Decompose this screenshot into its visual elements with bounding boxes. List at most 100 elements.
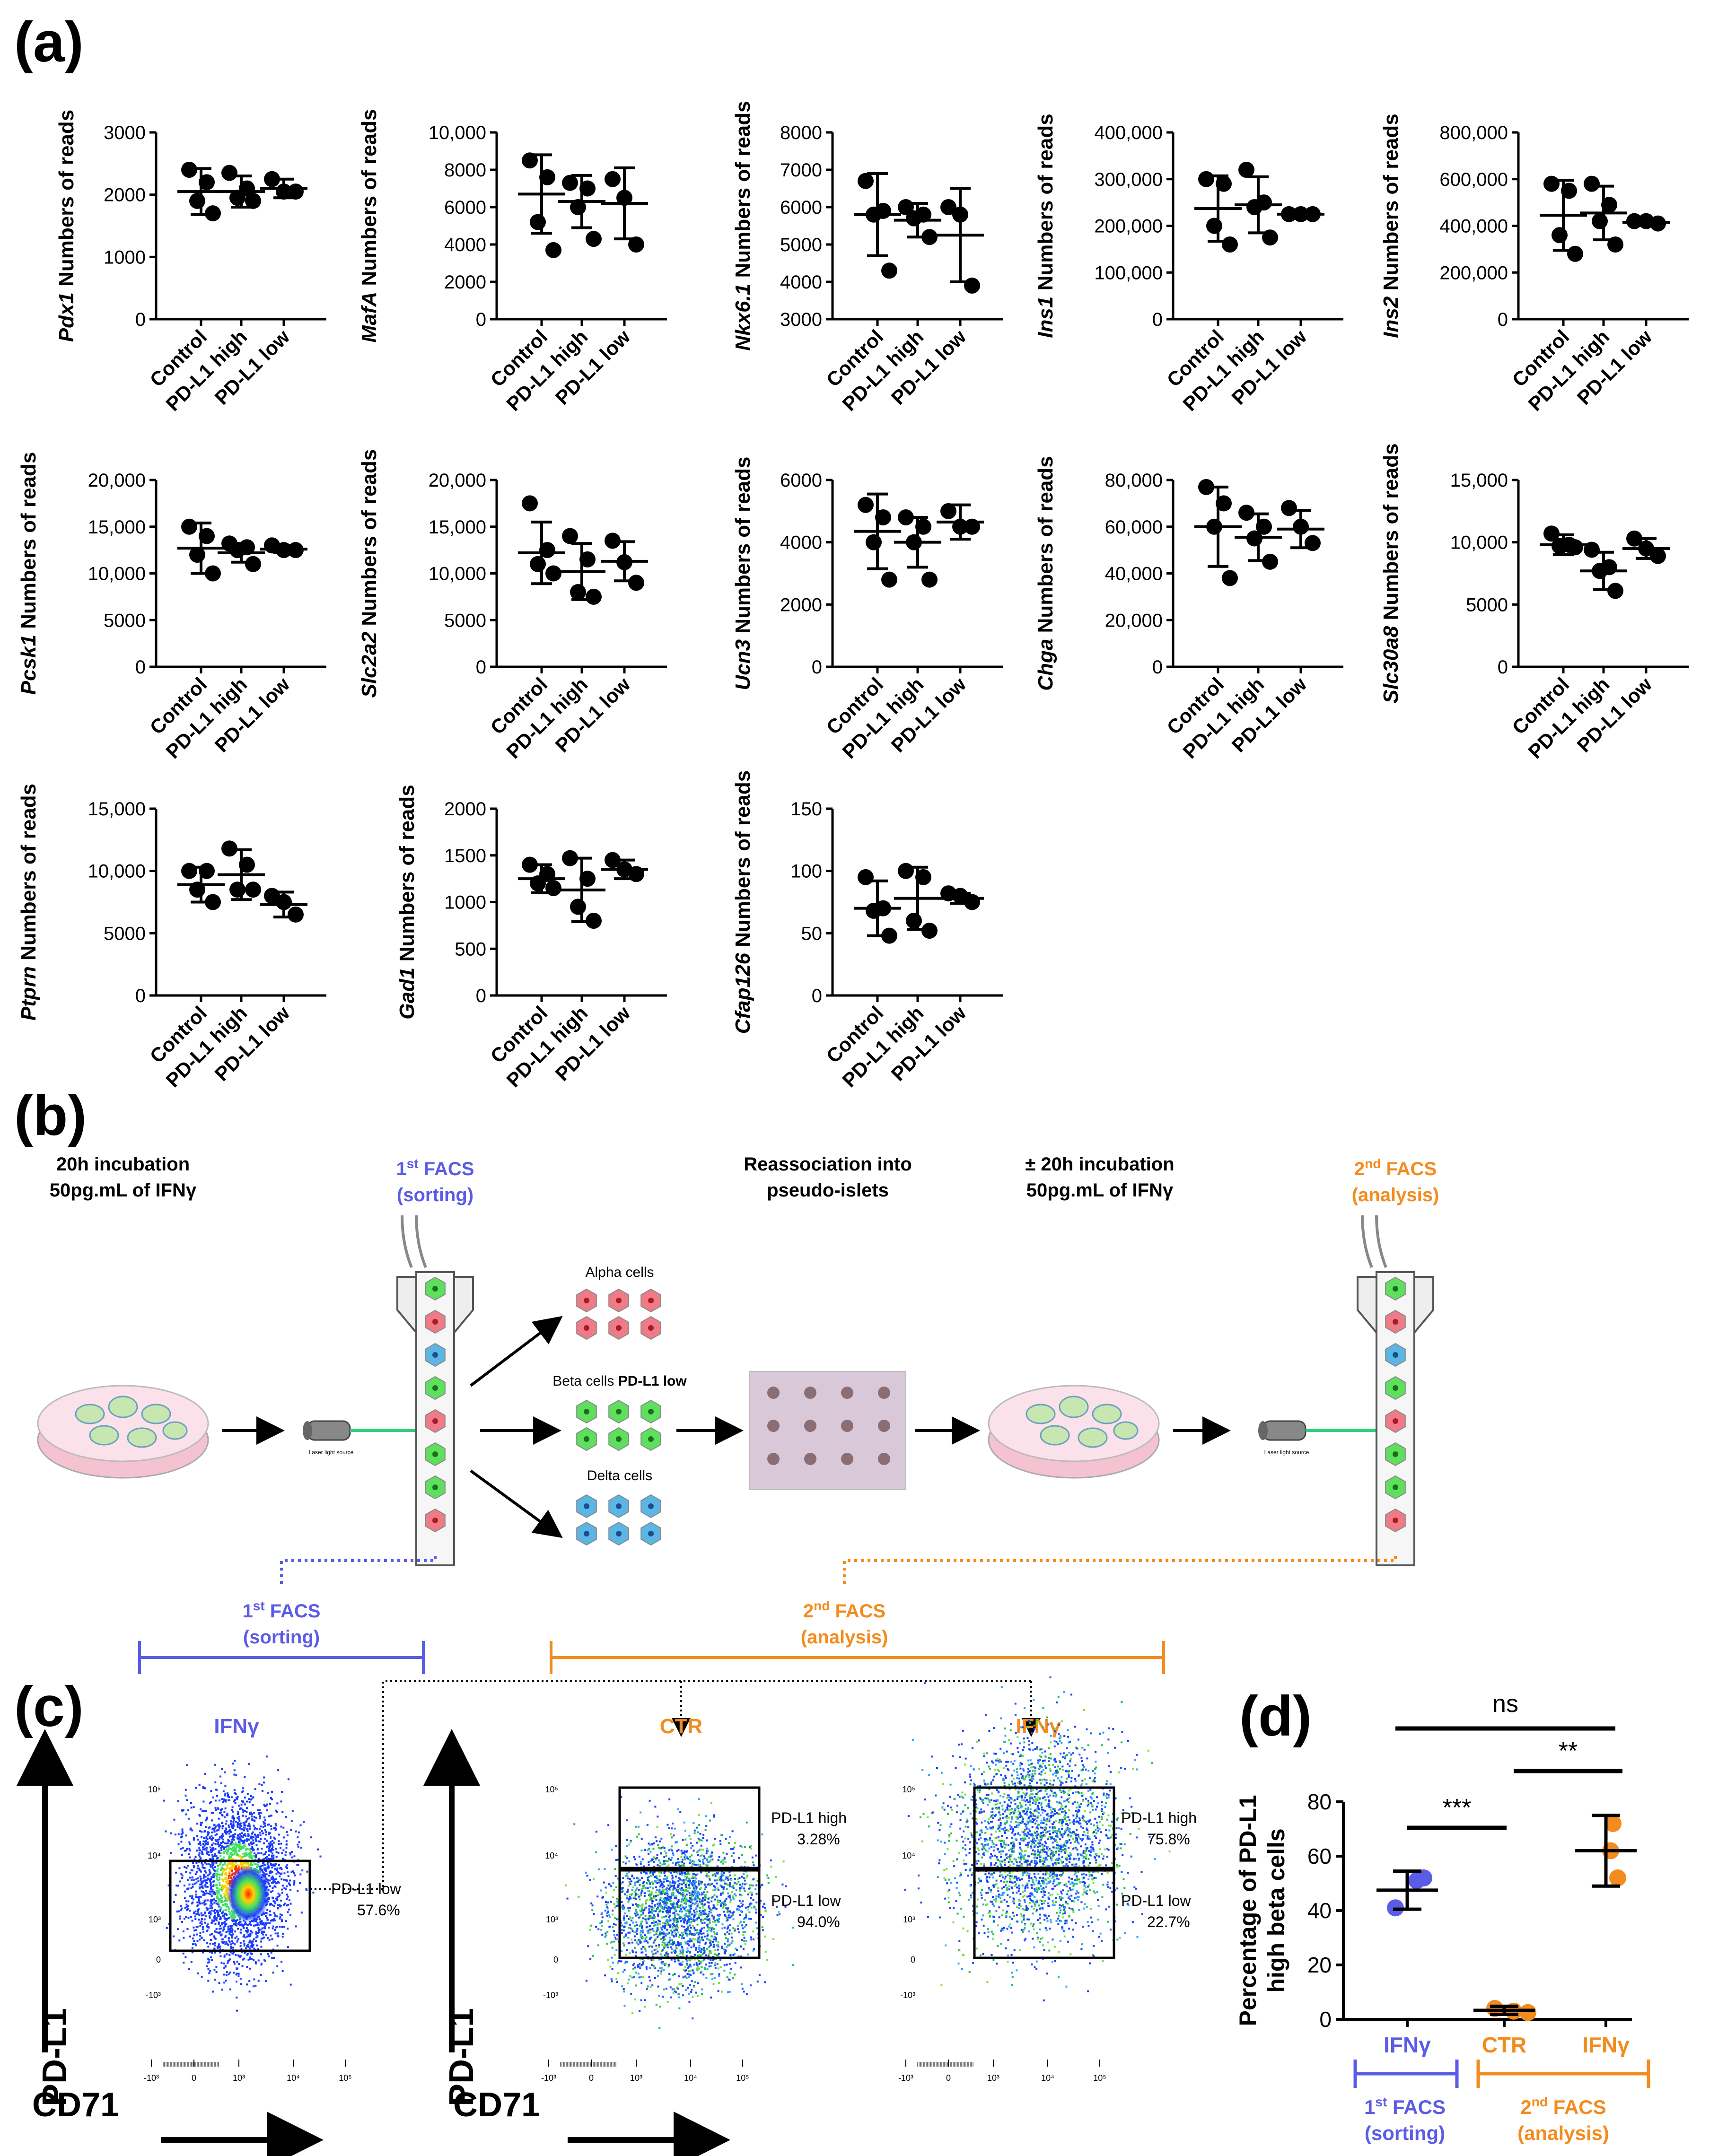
facs-event xyxy=(233,1836,236,1838)
facs-event xyxy=(690,1896,693,1899)
facs-event xyxy=(202,1843,204,1845)
facs-event xyxy=(233,1800,235,1803)
facs-event xyxy=(615,1886,617,1888)
facs-event xyxy=(242,1787,244,1789)
facs-event xyxy=(198,1914,201,1916)
facs-event xyxy=(245,1821,247,1823)
facs-event xyxy=(272,1875,274,1877)
facs-event xyxy=(713,1905,715,1908)
facs-event xyxy=(713,1931,715,1933)
facs-event xyxy=(266,1863,269,1865)
facs-event xyxy=(651,1984,654,1987)
facs-event xyxy=(265,1805,268,1807)
facs-event xyxy=(204,1773,206,1775)
facs-event xyxy=(228,1857,231,1859)
facs-event xyxy=(258,1858,260,1860)
tube2-cell xyxy=(1385,1309,1406,1334)
facs-event xyxy=(690,1990,693,1993)
facs-event xyxy=(685,1942,687,1944)
facs-event xyxy=(218,1824,220,1825)
facs-event xyxy=(208,1873,210,1876)
data-point xyxy=(866,206,882,223)
facs-event xyxy=(723,1886,725,1888)
facs-event xyxy=(265,1923,267,1926)
facs-event xyxy=(297,1890,299,1892)
facs-event xyxy=(236,1845,238,1847)
facs-event xyxy=(232,1846,234,1849)
facs-event xyxy=(250,1848,253,1850)
facs-event xyxy=(673,1871,675,1874)
facs-event xyxy=(189,1828,192,1831)
facs-event xyxy=(218,1913,220,1916)
facs-event xyxy=(649,1979,651,1981)
facs-event xyxy=(730,1879,732,1881)
facs-event xyxy=(665,1955,667,1957)
facs-event xyxy=(201,1886,202,1888)
facs-event xyxy=(194,1873,197,1875)
data-point xyxy=(586,231,602,247)
facs-event xyxy=(229,1958,231,1961)
facs-event xyxy=(270,1920,272,1922)
facs-event xyxy=(244,1855,246,1857)
facs-event xyxy=(273,1905,275,1907)
facs-event xyxy=(243,1865,245,1868)
facs-event xyxy=(272,1920,274,1922)
facs-event xyxy=(211,1952,213,1954)
facs-event xyxy=(239,1807,242,1809)
facs-event xyxy=(254,1826,256,1829)
data-point xyxy=(866,902,882,919)
facs-event xyxy=(270,1872,272,1874)
facs-event xyxy=(244,1810,246,1812)
facs-event xyxy=(652,1959,655,1961)
facs-event xyxy=(696,1894,699,1896)
facs-event xyxy=(246,1830,249,1833)
facs-event xyxy=(178,1867,181,1869)
cell-nucleus xyxy=(432,1484,438,1490)
facs-event xyxy=(712,1844,714,1847)
facs-event xyxy=(693,1985,695,1987)
facs-event xyxy=(232,1942,234,1945)
facs-event xyxy=(727,1925,729,1927)
facs-event xyxy=(764,1907,766,1909)
facs-event xyxy=(688,1993,690,1995)
facs-event xyxy=(275,1828,277,1830)
facs-event xyxy=(640,1850,643,1851)
facs-event xyxy=(671,1836,673,1839)
facs-event xyxy=(667,1922,669,1924)
facs-event xyxy=(219,1812,221,1814)
facs-event xyxy=(667,1979,670,1981)
facs-event xyxy=(233,1819,235,1821)
facs-event xyxy=(676,1925,678,1927)
facs-event xyxy=(193,1866,195,1868)
facs-event xyxy=(201,1937,203,1939)
gene-name: Ins1 xyxy=(1034,297,1057,338)
facs-event xyxy=(699,1950,701,1952)
facs-event xyxy=(664,1954,666,1956)
facs-event xyxy=(182,1930,184,1933)
facs-event xyxy=(246,1944,249,1946)
facs-event xyxy=(648,1905,650,1907)
facs-event xyxy=(212,1867,214,1869)
data-point xyxy=(1256,518,1272,535)
facs-event xyxy=(249,1857,252,1859)
facs-event xyxy=(672,1880,674,1883)
data-point xyxy=(199,528,215,544)
facs-event xyxy=(713,1889,716,1892)
facs-event xyxy=(245,1828,248,1831)
facs-event xyxy=(240,1822,242,1824)
facs-event xyxy=(669,1978,671,1981)
facs-event xyxy=(255,1933,257,1935)
facs-event xyxy=(202,1848,204,1850)
facs-event xyxy=(674,1882,676,1885)
facs-event xyxy=(275,1856,278,1858)
facs-event xyxy=(242,1842,245,1844)
facs-event xyxy=(708,1965,710,1968)
facs-event xyxy=(720,1834,723,1836)
facs-event xyxy=(634,1896,636,1898)
facs-event xyxy=(684,1915,687,1917)
facs-event xyxy=(215,1840,218,1842)
facs-event xyxy=(684,1895,686,1897)
facs-event xyxy=(215,1892,217,1894)
facs-event xyxy=(716,1895,719,1898)
